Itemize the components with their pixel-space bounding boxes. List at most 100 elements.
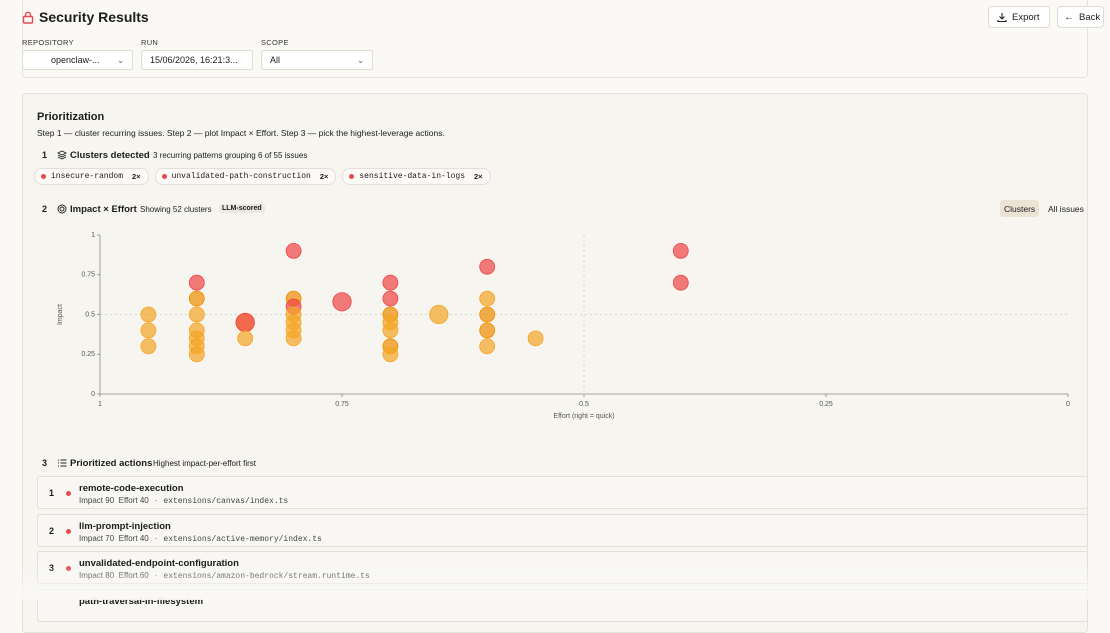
y-tick-label: 0.25 (81, 351, 95, 358)
action-rank: 1 (49, 488, 55, 498)
step-title: Impact × Effort (70, 204, 137, 215)
bubble (237, 330, 254, 347)
chip-name: sensitive-data-in-logs (359, 172, 465, 181)
list-icon (58, 459, 67, 467)
bubble (140, 306, 157, 323)
step-summary: Showing 52 clusters (140, 205, 212, 214)
toggle-all-issues[interactable]: All issues (1048, 203, 1084, 214)
bubble (672, 274, 689, 291)
llm-badge: LLM-scored (219, 204, 265, 213)
bubble (382, 322, 399, 339)
chip-dot (349, 174, 355, 179)
effort-label: Effort (118, 533, 138, 543)
chip-count: 2× (319, 172, 329, 181)
back-label: Back (1079, 11, 1101, 23)
step-summary: Highest impact-per-effort first (153, 459, 256, 468)
x-tick-label: 1 (98, 401, 102, 408)
step-title: Clusters detected (70, 150, 150, 161)
severity-dot (66, 528, 71, 534)
bubble (235, 312, 255, 333)
action-row[interactable]: 2 llm-prompt-injection Impact 70 Effort 40… (37, 513, 1088, 547)
effort-value: 40 (139, 496, 149, 505)
effort-value: 40 (139, 533, 149, 543)
export-label: Export (1012, 11, 1040, 23)
filter-select[interactable]: 15/06/2026, 16:21:3... (141, 50, 253, 70)
export-button[interactable]: Export (988, 6, 1050, 28)
action-rank: 2 (49, 525, 55, 536)
chip-count: 2× (474, 172, 483, 181)
step-summary: 3 recurring patterns grouping 6 of 55 is… (153, 151, 308, 160)
file-path: extensions/canvas/index.ts (163, 497, 289, 506)
step-number: 3 (42, 458, 48, 468)
chip-dot (41, 174, 46, 179)
filter-select[interactable]: openclaw-... ⌄ (22, 50, 133, 70)
x-axis-label: Effort (right = quick) (553, 413, 614, 420)
effort-label: Effort (118, 496, 138, 505)
filter-label: SCOPE (261, 38, 289, 47)
filter-value: 15/06/2026, 16:21:3... (150, 55, 238, 65)
lock-icon (22, 11, 34, 24)
filter-value: All (270, 55, 281, 65)
bubble (672, 242, 689, 259)
chip-name: insecure-random (51, 172, 124, 181)
filter-select[interactable]: All ⌄ (261, 50, 373, 70)
bubble (382, 290, 399, 307)
x-tick-label: 0.75 (335, 401, 349, 408)
step-number: 1 (42, 150, 48, 160)
action-meta: Impact 70 Effort 40 · extensions/active-me… (79, 534, 322, 544)
x-tick-label: 0.5 (579, 401, 589, 408)
chevron: ⌄ (117, 55, 124, 65)
bubble (527, 330, 544, 347)
bubble (285, 330, 302, 347)
cluster-chip[interactable]: unvalidated-path-construction 2× (154, 168, 337, 185)
impact-label: Impact (79, 496, 104, 505)
bubble (285, 242, 302, 259)
layers-icon (57, 150, 67, 160)
bubble (140, 338, 157, 355)
bubble (479, 338, 496, 355)
action-meta: Impact 90 Effort 40 · extensions/canvas/in… (79, 496, 288, 506)
step-number: 2 (42, 204, 48, 214)
back-button[interactable]: ← Back (1057, 6, 1104, 28)
bubble (188, 274, 205, 291)
bubble (479, 258, 496, 275)
bubble (188, 346, 205, 363)
bubble (188, 290, 205, 307)
severity-dot (66, 491, 71, 496)
separator: · (154, 496, 158, 505)
step-title: Prioritized actions (70, 458, 153, 469)
section-intro: Step 1 — cluster recurring issues. Step … (37, 128, 445, 138)
section-title: Prioritization (37, 111, 105, 123)
cluster-chip[interactable]: sensitive-data-in-logs 2× (342, 168, 491, 185)
bottom-fade (0, 565, 1110, 600)
impact-value: 90 (105, 496, 115, 505)
action-name: remote-code-execution (79, 483, 184, 494)
page-title: Security Results (39, 9, 149, 25)
filter-value: openclaw-... (51, 55, 100, 65)
separator: · (154, 533, 158, 543)
y-tick-label: 0.5 (85, 311, 95, 318)
chevron: ⌄ (357, 55, 364, 65)
y-tick-label: 0.75 (81, 272, 95, 279)
bubble (382, 346, 399, 363)
file-path: extensions/active-memory/index.ts (163, 534, 322, 544)
impact-effort-chart: 0 0.25 0.5 0.75 1 1 0.75 0.5 0.25 0 Effort (right … (57, 232, 1070, 420)
y-axis-label: Impact (57, 304, 64, 325)
action-name: llm-prompt-injection (79, 520, 171, 532)
bubble (479, 306, 496, 323)
toggle-clusters[interactable]: Clusters (1000, 200, 1040, 217)
bubble (188, 306, 205, 323)
bubble (479, 290, 496, 307)
cluster-chip[interactable]: insecure-random 2× (34, 168, 149, 185)
bubble (382, 274, 399, 291)
y-tick-label: 1 (91, 232, 95, 239)
action-row[interactable]: 1 remote-code-execution Impact 90 Effort 4… (37, 476, 1088, 509)
impact-label: Impact (79, 533, 104, 543)
bubble (332, 292, 352, 312)
action-name: unvalidated-endpoint-configuration (79, 558, 239, 569)
x-tick-label: 0 (1066, 401, 1070, 408)
bubble (479, 322, 496, 339)
target-icon (57, 204, 67, 214)
x-tick-label: 0.25 (819, 401, 833, 408)
